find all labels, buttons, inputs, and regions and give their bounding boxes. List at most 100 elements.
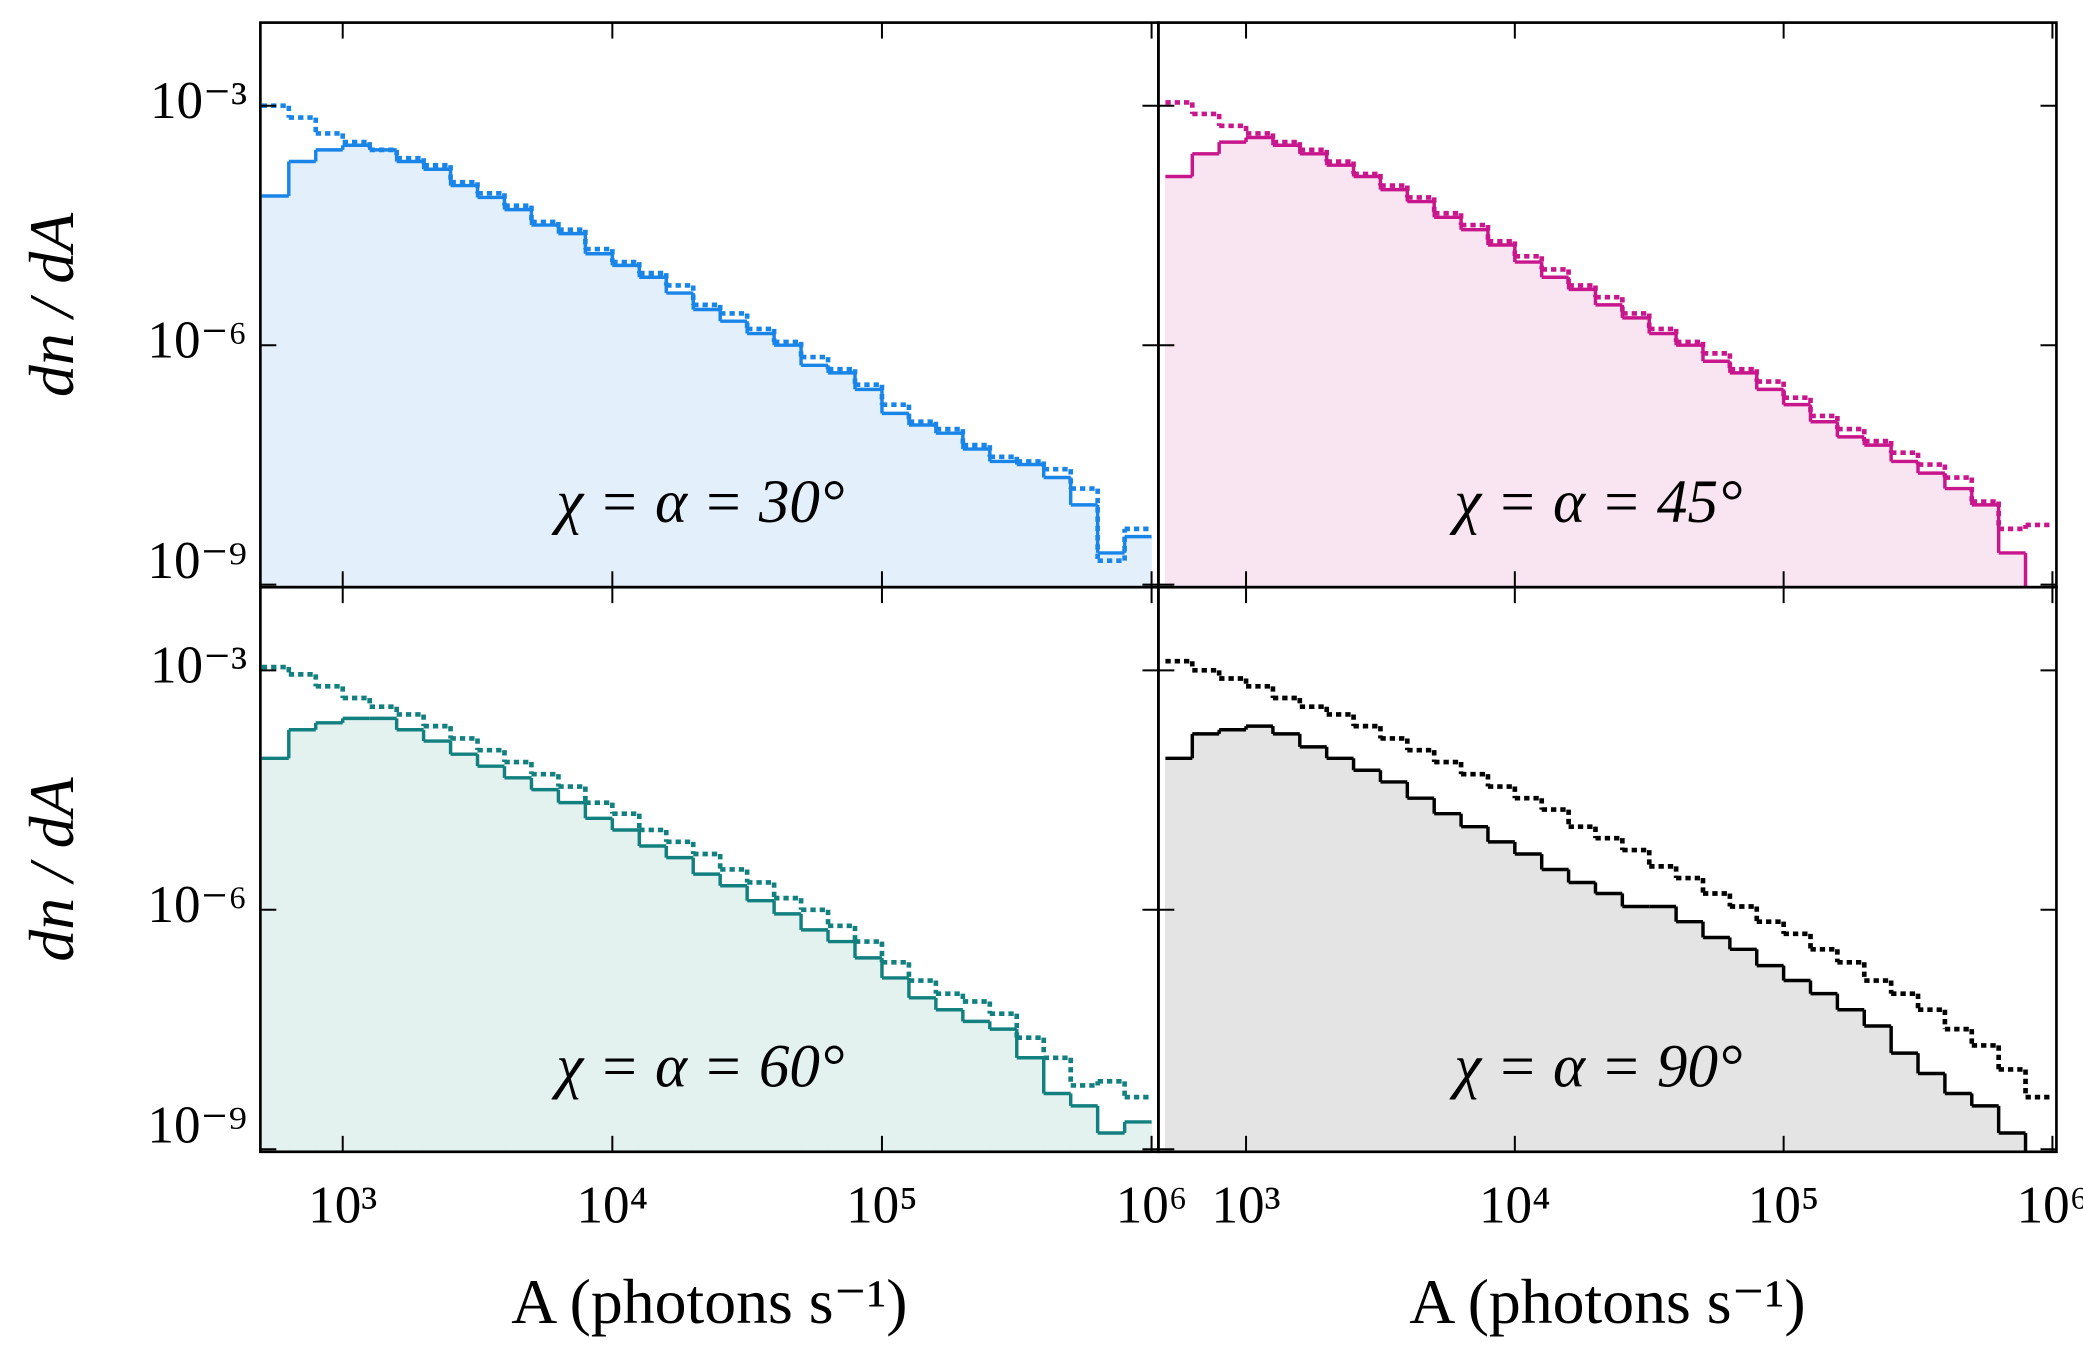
area-fill [692, 873, 721, 1152]
area-fill [962, 1020, 991, 1152]
area-fill [1487, 841, 1516, 1152]
area-fill [1890, 461, 1919, 588]
area-fill [1971, 1105, 2000, 1152]
area-fill [1460, 229, 1489, 588]
area-fill [423, 168, 451, 588]
area-fill [1380, 781, 1408, 1152]
area-fill [1218, 141, 1247, 588]
area-fill [369, 149, 398, 588]
x-tick-label: 10⁶ [2017, 1176, 2083, 1234]
area-fill [504, 777, 532, 1152]
area-fill [315, 722, 344, 1152]
area-fill [477, 197, 505, 588]
y-tick-label: 10⁻⁶ [147, 311, 247, 369]
area-fill [1124, 536, 1152, 588]
x-tick-label: 10³ [1212, 1176, 1281, 1234]
area-fill [1756, 965, 1785, 1152]
area-fill [1729, 372, 1758, 588]
area-fill [1070, 1105, 1099, 1152]
area-fill [1406, 201, 1435, 588]
area-fill [746, 333, 775, 588]
y-axis-label: dn / dA [16, 776, 87, 961]
area-fill [531, 224, 559, 588]
area-fill [1272, 144, 1301, 588]
area-fill [315, 149, 344, 588]
area-fill [261, 757, 290, 1152]
y-axis-label: dn / dA [16, 212, 87, 397]
area-fill [908, 424, 937, 588]
area-fill [1810, 993, 1838, 1152]
y-tick-label: 10⁻³ [150, 72, 247, 130]
y-tick-label: 10⁻⁹ [147, 1097, 247, 1155]
area-fill [342, 144, 371, 588]
area-fill [1648, 333, 1677, 588]
area-fill [1621, 906, 1650, 1152]
area-fill [1729, 948, 1758, 1152]
area-fill [665, 857, 694, 1152]
area-fill [935, 432, 964, 588]
area-fill [611, 264, 640, 588]
area-fill [1487, 244, 1516, 588]
area-fill [1648, 906, 1677, 1152]
area-fill [1971, 504, 2000, 588]
area-fill [423, 740, 451, 1152]
area-fill [935, 1009, 964, 1152]
area-fill [450, 753, 478, 1152]
area-fill [477, 765, 505, 1152]
panel [261, 664, 1152, 1152]
area-fill [1541, 869, 1569, 1152]
area-fill [989, 461, 1018, 588]
area-fill [1568, 882, 1596, 1152]
area-fill [1299, 746, 1328, 1152]
area-fill [908, 997, 937, 1152]
area-fill [1245, 137, 1274, 588]
area-fill [1783, 980, 1811, 1152]
area-fill [1783, 404, 1811, 588]
area-fill [854, 388, 883, 588]
x-tick-label: 10⁵ [846, 1176, 918, 1234]
area-fill [719, 320, 748, 588]
area-fill [288, 161, 317, 588]
area-fill [827, 941, 856, 1152]
area-fill [638, 276, 667, 588]
area-fill [1944, 1093, 1973, 1152]
area-fill [396, 161, 425, 588]
area-fill [1998, 1132, 2026, 1152]
area-fill [1514, 261, 1543, 588]
x-tick-label: 10⁴ [577, 1176, 649, 1234]
area-fill [1863, 444, 1892, 588]
panel [1165, 658, 2053, 1152]
x-axis-label: A (photons s⁻¹) [511, 1266, 907, 1337]
y-tick-label: 10⁻⁶ [147, 876, 247, 934]
area-fill [504, 209, 532, 588]
area-fill [1568, 289, 1596, 588]
area-fill [1433, 813, 1462, 1152]
x-tick-label: 10⁴ [1479, 1176, 1551, 1234]
area-fill [1097, 1132, 1126, 1152]
area-fill [1675, 921, 1704, 1152]
x-tick-label: 10³ [308, 1176, 377, 1234]
y-tick-label: 10⁻⁹ [147, 532, 247, 590]
area-fill [342, 717, 371, 1152]
area-fill [1070, 504, 1099, 588]
annotation: χ = α = 30° [551, 469, 844, 536]
area-fill [1917, 472, 1946, 588]
area-fill [1353, 176, 1381, 588]
area-fill [1944, 488, 1973, 588]
y-tick-label: 10⁻³ [150, 637, 247, 695]
area-fill [1460, 826, 1489, 1152]
area-fill [1191, 733, 1220, 1152]
area-fill [1810, 421, 1838, 588]
area-fill [1165, 176, 1193, 588]
area-fill [1433, 216, 1462, 588]
area-fill [1836, 1009, 1865, 1152]
annotation: χ = α = 90° [1449, 1034, 1742, 1101]
area-fill [558, 233, 586, 588]
area-fill [881, 977, 910, 1152]
area-fill [1272, 733, 1301, 1152]
area-fill [1097, 552, 1126, 588]
area-fill [1863, 1025, 1892, 1152]
area-fill [1299, 153, 1328, 588]
area-fill [773, 913, 802, 1152]
area-fill [1595, 304, 1623, 588]
